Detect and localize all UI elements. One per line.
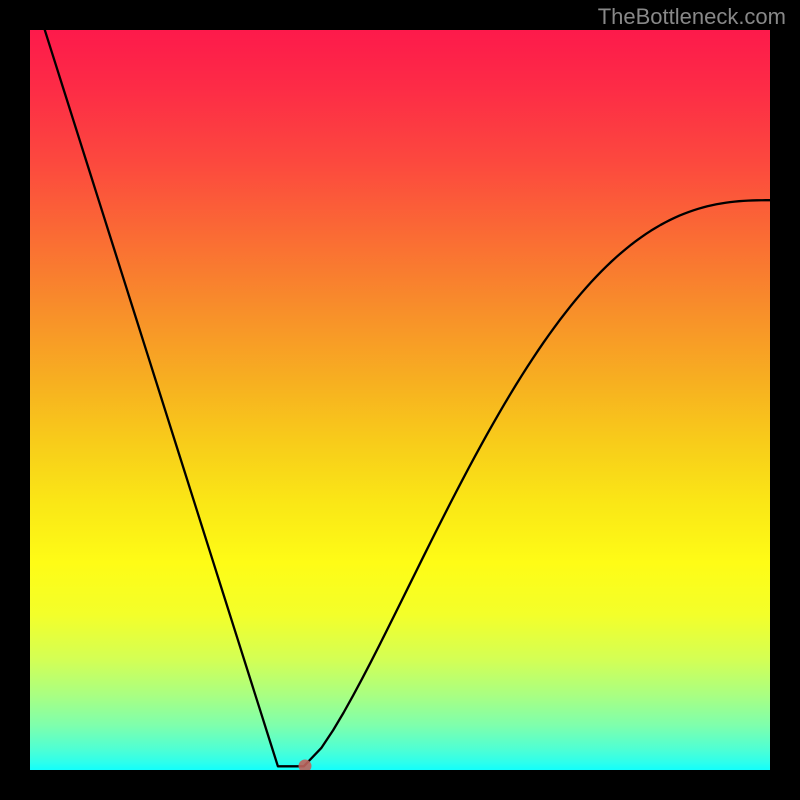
chart-curve xyxy=(30,30,770,770)
watermark-text: TheBottleneck.com xyxy=(598,4,786,30)
optimum-marker xyxy=(299,760,312,770)
bottleneck-curve-path xyxy=(45,30,770,766)
chart-plot-area xyxy=(30,30,770,770)
